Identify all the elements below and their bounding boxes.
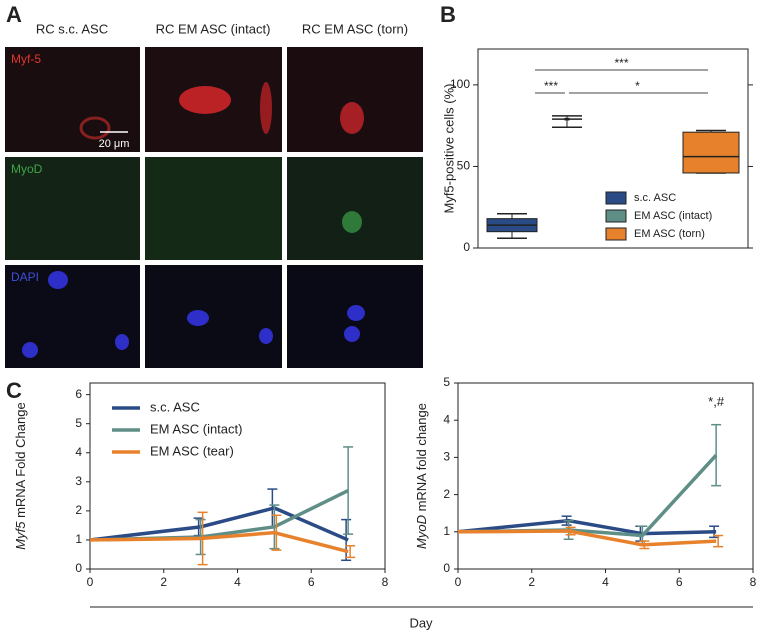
x-tick-label: 0 <box>455 575 462 589</box>
legend-label: EM ASC (torn) <box>634 228 705 240</box>
legend-swatch <box>605 191 627 205</box>
series-line <box>457 529 717 547</box>
x-tick-label: 4 <box>234 575 241 589</box>
y-tick-label: 6 <box>75 387 82 401</box>
row-label: Myf-5 <box>11 52 41 66</box>
nucleus <box>187 310 209 326</box>
y-tick-label: 0 <box>463 240 470 254</box>
x-tick-label: 6 <box>308 575 315 589</box>
annotation: *,# <box>708 394 725 409</box>
plot-frame <box>477 48 749 249</box>
cell <box>340 102 364 134</box>
series-line <box>457 518 717 536</box>
panel-label: C <box>6 378 22 403</box>
column-header: RC EM ASC (intact) <box>156 21 271 36</box>
legend-label: EM ASC (tear) <box>150 443 234 458</box>
x-tick-label: 0 <box>87 575 94 589</box>
legend-label: s.c. ASC <box>634 192 676 204</box>
y-tick-label: 50 <box>457 159 471 173</box>
image <box>5 47 140 152</box>
legend-swatch <box>605 227 627 241</box>
series-line <box>89 530 349 554</box>
y-axis-label-rest: mRNA fold change <box>414 403 429 515</box>
y-tick-label: 4 <box>75 445 82 459</box>
row-label: DAPI <box>11 270 39 284</box>
nucleus <box>22 342 38 358</box>
nucleus <box>347 305 365 321</box>
y-tick-label: 3 <box>443 450 450 464</box>
x-tick-label: 4 <box>602 575 609 589</box>
x-tick-label: 8 <box>382 575 389 589</box>
image <box>145 157 282 260</box>
y-tick-label: 3 <box>75 474 82 488</box>
legend-swatch <box>605 209 627 223</box>
x-axis-label: Day <box>409 615 433 630</box>
y-axis-label-rest: mRNA Fold Change <box>13 402 28 521</box>
image <box>5 157 140 260</box>
y-tick-label: 1 <box>443 524 450 538</box>
significance-label: *** <box>544 79 558 93</box>
series-line <box>89 506 349 542</box>
y-axis-label-gene: MyoD <box>414 515 429 549</box>
nucleus <box>48 271 68 289</box>
significance-label: * <box>635 79 640 93</box>
nucleus <box>259 328 273 344</box>
nucleus <box>115 334 129 350</box>
micrographs: 20 μm <box>5 47 423 368</box>
column-header: RC EM ASC (torn) <box>302 21 408 36</box>
y-tick-label: 5 <box>75 416 82 430</box>
y-tick-label: 2 <box>75 503 82 517</box>
panel-label: A <box>6 2 22 27</box>
y-tick-label: 0 <box>443 561 450 575</box>
y-tick-label: 4 <box>443 412 450 426</box>
y-axis-label: Myf5 mRNA Fold Change <box>13 402 28 549</box>
column-header: RC s.c. ASC <box>36 21 108 36</box>
legend-label: EM ASC (intact) <box>634 210 712 222</box>
image <box>287 47 423 152</box>
nucleus <box>344 326 360 342</box>
cell <box>179 86 231 114</box>
cell <box>342 211 362 233</box>
legend-label: s.c. ASC <box>150 399 200 414</box>
legend-label: EM ASC (intact) <box>150 421 242 436</box>
y-axis-label-gene: Myf5 <box>13 521 28 550</box>
y-tick-label: 2 <box>443 487 450 501</box>
x-tick-label: 2 <box>528 575 535 589</box>
cell <box>260 82 272 134</box>
x-tick-label: 6 <box>676 575 683 589</box>
panel-label: B <box>440 2 456 27</box>
y-tick-label: 5 <box>443 375 450 389</box>
y-axis-label: Myf5-positive cells (%) <box>441 83 456 213</box>
y-tick-label: 0 <box>75 561 82 575</box>
image <box>287 157 423 260</box>
x-tick-label: 2 <box>160 575 167 589</box>
y-axis-label: MyoD mRNA fold change <box>414 403 429 549</box>
y-tick-label: 100 <box>450 77 470 91</box>
image <box>145 265 282 368</box>
scale-bar-label: 20 μm <box>99 138 130 150</box>
cell <box>79 116 111 140</box>
box <box>682 131 740 174</box>
x-tick-label: 8 <box>750 575 757 589</box>
series-line <box>89 488 349 542</box>
row-label: MyoD <box>11 162 43 176</box>
y-tick-label: 1 <box>75 532 82 546</box>
significance-label: *** <box>614 56 628 70</box>
